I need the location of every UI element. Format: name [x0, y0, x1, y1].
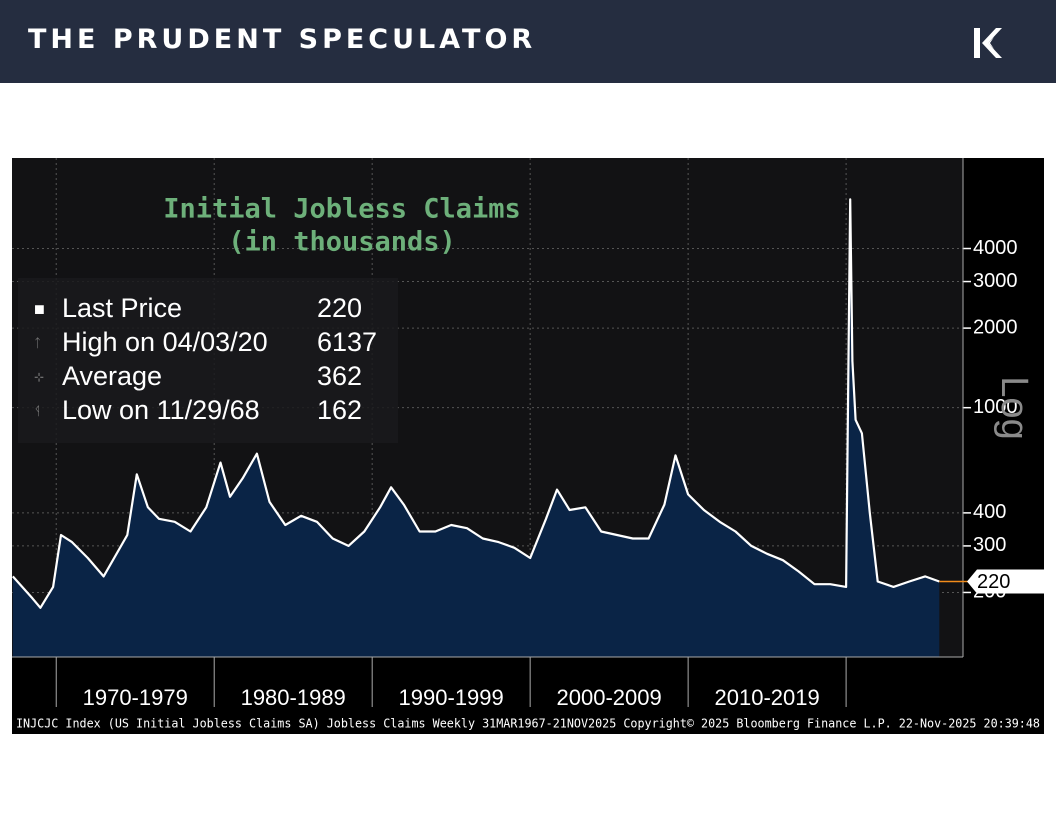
legend-value: 162 [317, 395, 362, 425]
chart-title: Initial Jobless Claims [163, 194, 521, 225]
chart: 20030040010002000300040001970-19791980-1… [12, 158, 1044, 734]
axes: 20030040010002000300040001970-19791980-1… [12, 158, 1044, 710]
chart-title: (in thousands) [228, 227, 456, 258]
legend-symbol: ⊹ [34, 370, 44, 384]
y-tick-label: 2000 [973, 316, 1018, 338]
last-price-label: 220 [977, 571, 1010, 593]
line [12, 198, 940, 609]
x-tick-label: 2010-2019 [715, 685, 820, 710]
y-tick-label: 300 [973, 534, 1006, 556]
legend-value: 362 [317, 361, 362, 391]
legend-label: Last Price [62, 293, 182, 323]
last-price-tag [967, 569, 1044, 594]
footer: INJCJC Index (US Initial Jobless Claims … [16, 716, 1040, 731]
legend-symbol: ᛏ [34, 336, 41, 350]
legend-symbol: ᛩ [34, 404, 41, 418]
legend-label: Average [62, 361, 162, 391]
logo [974, 28, 1002, 58]
header: THE PRUDENT SPECULATOR [0, 0, 1056, 83]
x-tick-label: 1980-1989 [241, 685, 346, 710]
y-tick-label: 400 [973, 501, 1006, 523]
x-tick-label: 2000-2009 [557, 685, 662, 710]
area [12, 199, 940, 657]
x-tick-label: 1990-1999 [399, 685, 504, 710]
legend-value: 220 [317, 293, 362, 323]
y-tick-label: 4000 [973, 237, 1018, 259]
legend-value: 6137 [317, 327, 377, 357]
legend-label: High on 04/03/20 [62, 327, 268, 357]
brand-title: THE PRUDENT SPECULATOR [28, 24, 537, 55]
legend-symbol: ■ [34, 299, 45, 319]
y-tick-label: 1000 [973, 396, 1018, 418]
plot [12, 198, 940, 657]
legend: ■ Last Price 220 ᛏ High on 04/03/20 6137 ⊹ Aver… [34, 293, 377, 425]
y-tick-label: 3000 [973, 270, 1018, 292]
legend-box [18, 278, 398, 443]
x-tick-label: 1970-1979 [83, 685, 188, 710]
axis-label: Log [993, 376, 1035, 439]
legend-label: Low on 11/29/68 [62, 395, 260, 425]
